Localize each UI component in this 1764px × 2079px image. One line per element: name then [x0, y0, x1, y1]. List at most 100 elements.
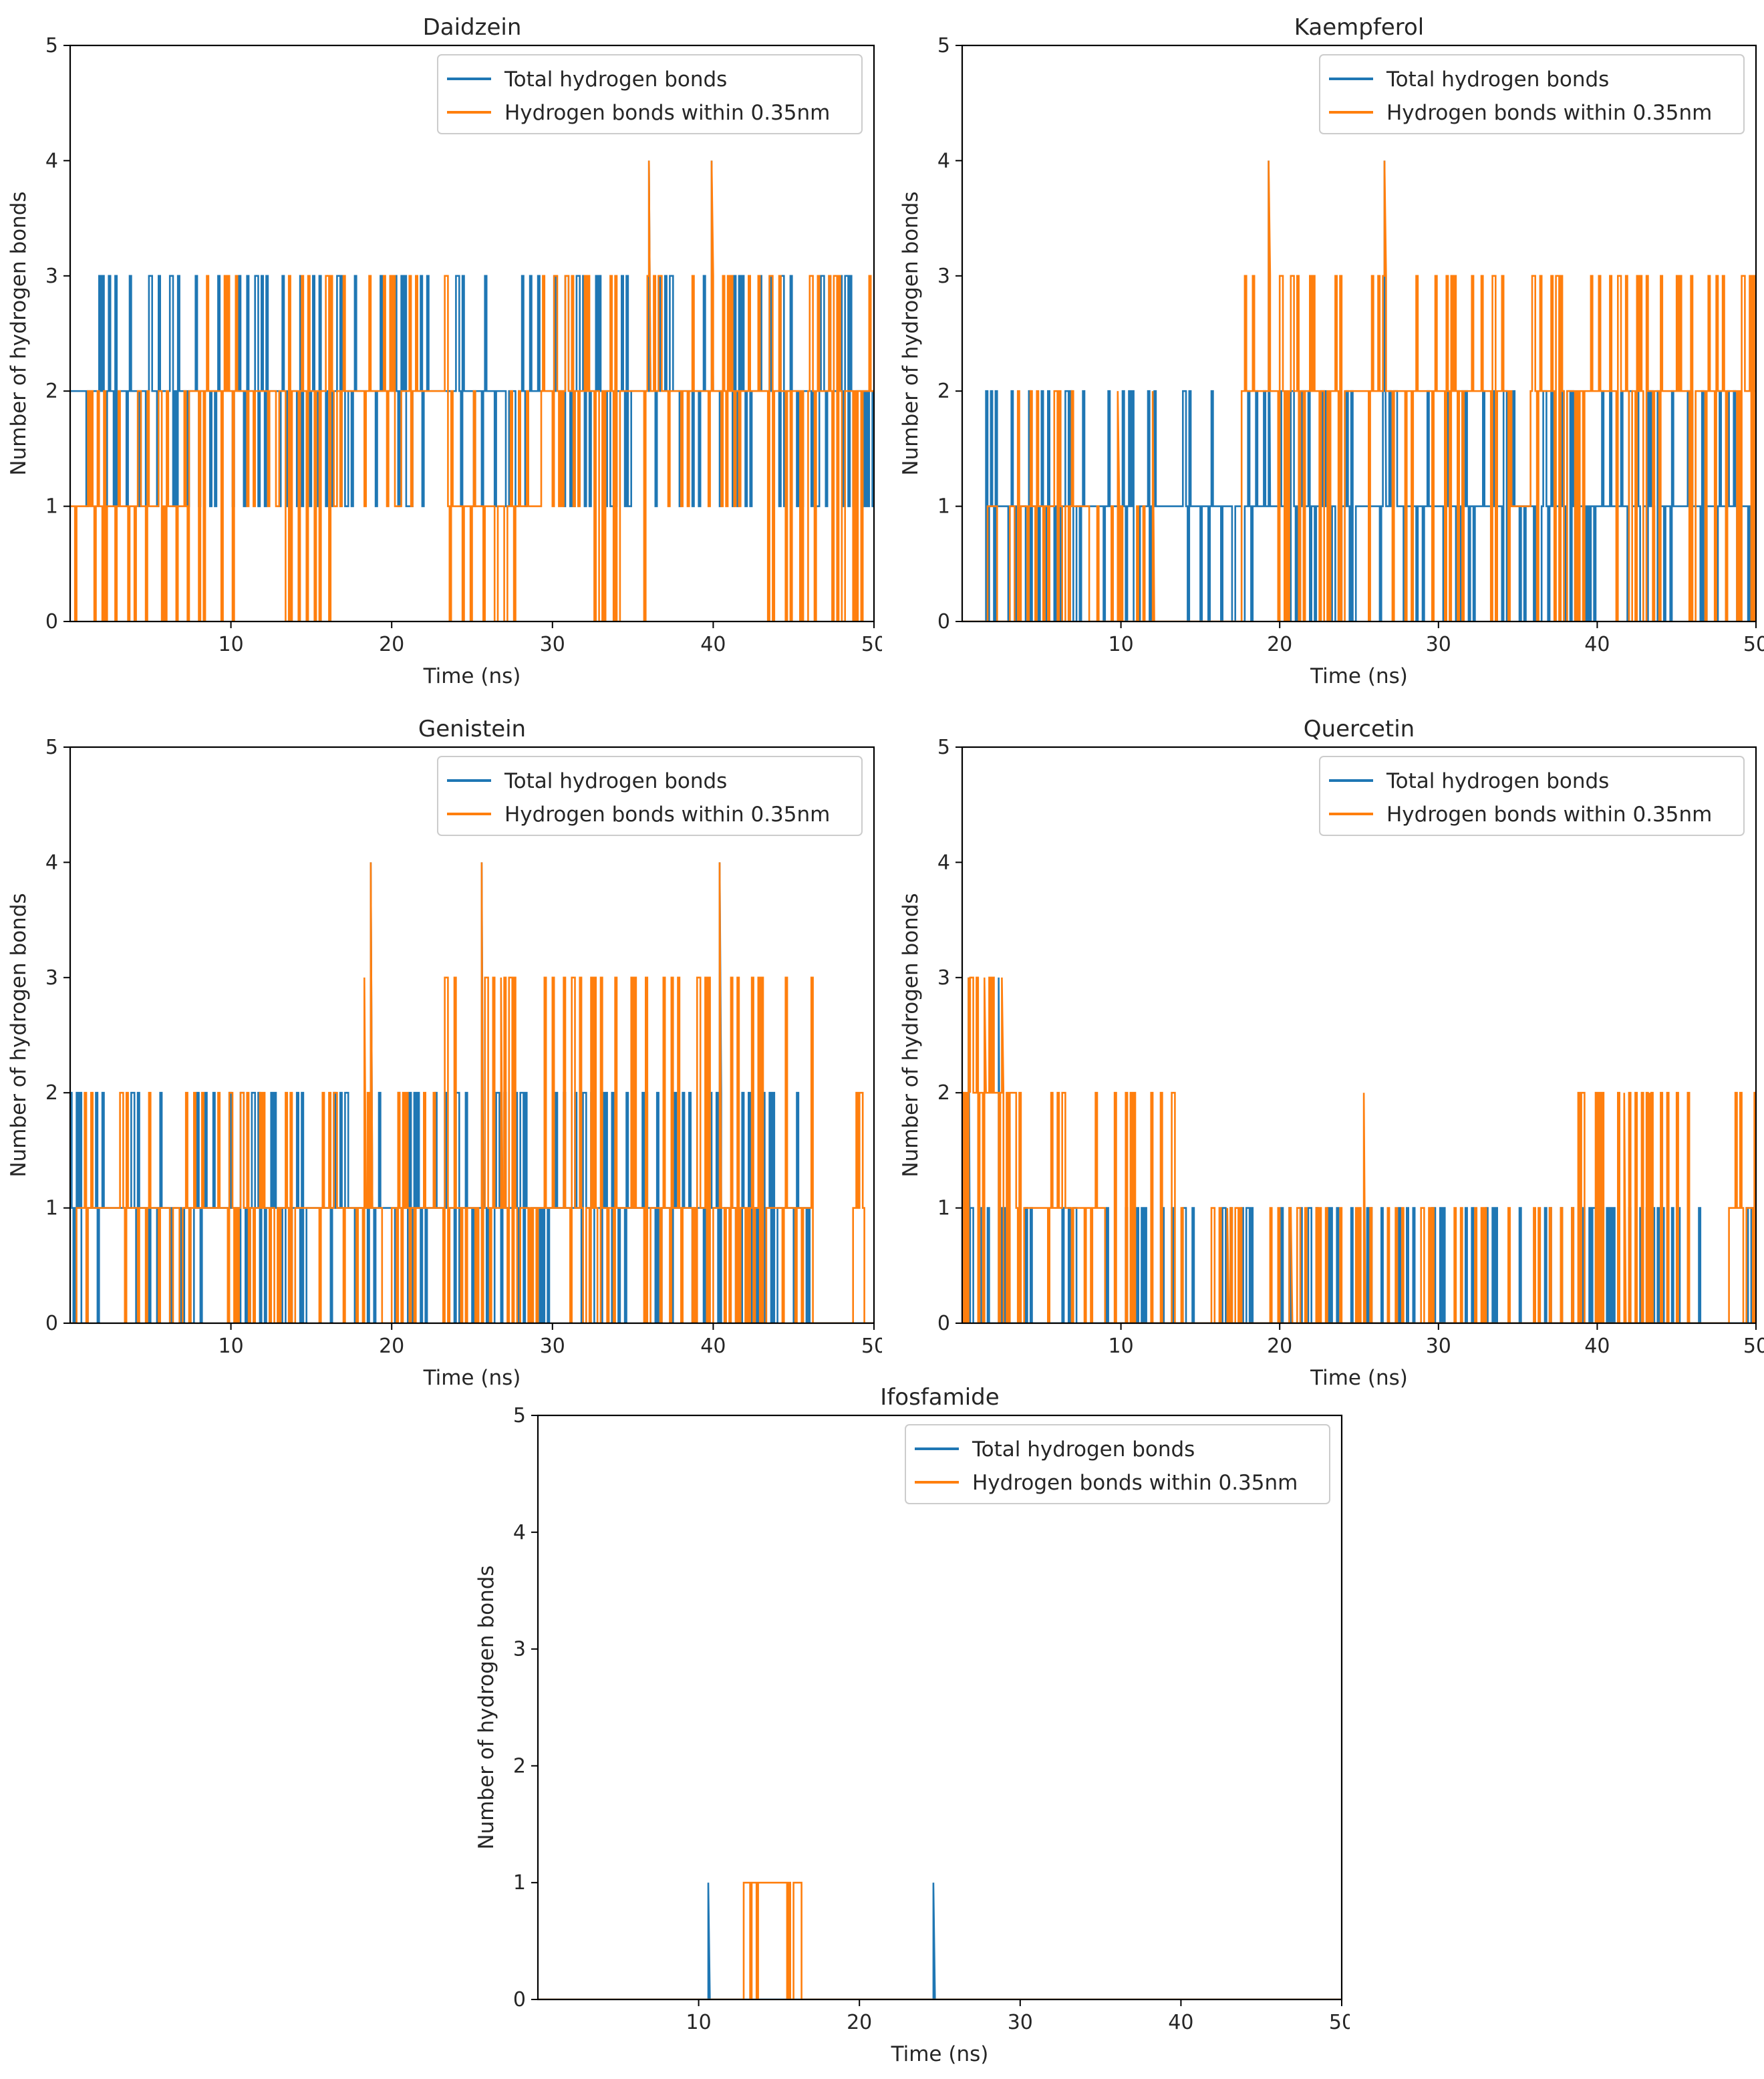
- legend-box: [1319, 756, 1745, 836]
- legend-box: [437, 756, 863, 836]
- x-tick-label: 30: [540, 1335, 565, 1358]
- x-tick-label: 30: [1426, 633, 1451, 656]
- y-tick-label: 1: [937, 495, 950, 519]
- x-tick-label: 40: [1584, 1335, 1610, 1358]
- series-line-total-hydrogen-bonds: [70, 160, 874, 507]
- y-tick-label: 4: [45, 851, 58, 874]
- y-axis-label: Number of hydrogen bonds: [899, 191, 923, 475]
- legend-label: Hydrogen bonds within 0.35nm: [504, 101, 830, 125]
- y-tick-label: 4: [513, 1521, 526, 1544]
- legend-label: Total hydrogen bonds: [504, 67, 727, 92]
- x-axis-label: Time (ns): [423, 664, 521, 688]
- y-tick-label: 3: [45, 966, 58, 990]
- legend-label: Total hydrogen bonds: [1386, 769, 1609, 793]
- legend: Total hydrogen bonds Hydrogen bonds withi…: [905, 1424, 1330, 1504]
- series-line-hydrogen-bonds-within-0-35nm: [962, 976, 1756, 1323]
- chart-genistein: Genistein 10 20 30 40 50 0 1 2 3 4 5 Time (ns) Number…: [7, 716, 887, 1390]
- x-axis-label: Time (ns): [891, 2042, 989, 2066]
- axes-frame: [961, 746, 1757, 1325]
- y-tick-label: 0: [45, 1312, 58, 1335]
- chart-title: Daidzein: [423, 14, 522, 41]
- x-tick-label: 50: [861, 1335, 882, 1358]
- y-tick-label: 3: [45, 265, 58, 288]
- y-axis-label: Number of hydrogen bonds: [7, 893, 31, 1177]
- x-tick-label: 20: [379, 633, 404, 656]
- chart-panel-quercetin: Quercetin 10 20 30 40 50 0 1 2 3 4 5 Time (ns) Number…: [892, 702, 1764, 1400]
- y-tick-label: 2: [937, 1081, 950, 1105]
- x-tick-label: 10: [218, 1335, 244, 1358]
- axes-frame: [961, 44, 1757, 623]
- legend-label: Total hydrogen bonds: [972, 1437, 1195, 1462]
- x-axis-label: Time (ns): [423, 1366, 521, 1390]
- x-tick-label: 30: [1008, 2011, 1033, 2034]
- y-tick-label: 5: [45, 34, 58, 57]
- y-tick-label: 2: [513, 1754, 526, 1778]
- legend-box: [905, 1424, 1330, 1504]
- y-tick-label: 0: [513, 1988, 526, 2012]
- y-tick-label: 0: [45, 610, 58, 634]
- y-tick-label: 5: [937, 34, 950, 57]
- axes-frame: [537, 1414, 1343, 2001]
- legend: Total hydrogen bonds Hydrogen bonds withi…: [437, 756, 863, 836]
- y-tick-label: 4: [45, 149, 58, 172]
- x-axis-label: Time (ns): [1310, 664, 1408, 688]
- series-line-total-hydrogen-bonds: [538, 1883, 1342, 1999]
- series-line-hydrogen-bonds-within-0-35nm: [70, 862, 874, 1323]
- legend-label: Hydrogen bonds within 0.35nm: [972, 1471, 1298, 1495]
- chart-panel-genistein: Genistein 10 20 30 40 50 0 1 2 3 4 5 Time (ns) Number…: [0, 702, 887, 1400]
- y-tick-label: 4: [937, 149, 950, 172]
- y-tick-label: 2: [45, 1081, 58, 1105]
- legend-label: Hydrogen bonds within 0.35nm: [1386, 101, 1712, 125]
- y-tick-label: 3: [937, 966, 950, 990]
- y-tick-label: 5: [45, 736, 58, 759]
- axes-frame: [69, 44, 875, 623]
- series-line-hydrogen-bonds-within-0-35nm: [962, 160, 1756, 621]
- y-tick-label: 1: [45, 1197, 58, 1220]
- y-tick-label: 1: [45, 495, 58, 519]
- x-tick-label: 50: [1743, 633, 1764, 656]
- series-line-hydrogen-bonds-within-0-35nm: [70, 160, 874, 621]
- chart-panel-daidzein: Daidzein 10 20 30 40 50 0 1 2 3 4 5 Time (ns) Number …: [0, 0, 887, 698]
- legend-label: Total hydrogen bonds: [504, 769, 727, 793]
- x-tick-label: 20: [1267, 633, 1292, 656]
- x-tick-label: 10: [1109, 1335, 1134, 1358]
- series-line-hydrogen-bonds-within-0-35nm: [538, 1881, 1342, 1999]
- legend: Total hydrogen bonds Hydrogen bonds withi…: [1319, 756, 1745, 836]
- x-tick-label: 50: [1743, 1335, 1764, 1358]
- chart-quercetin: Quercetin 10 20 30 40 50 0 1 2 3 4 5 Time (ns) Number…: [899, 716, 1764, 1390]
- x-tick-label: 50: [1329, 2011, 1350, 2034]
- y-axis-label: Number of hydrogen bonds: [899, 893, 923, 1177]
- y-tick-label: 2: [45, 380, 58, 403]
- axes-frame: [69, 746, 875, 1325]
- y-axis-label: Number of hydrogen bonds: [474, 1565, 498, 1849]
- legend: Total hydrogen bonds Hydrogen bonds withi…: [437, 54, 863, 134]
- x-tick-label: 40: [1584, 633, 1610, 656]
- y-tick-label: 1: [513, 1871, 526, 1895]
- chart-panel-kaempferol: Kaempferol 10 20 30 40 50 0 1 2 3 4 5 Time (ns) Numbe…: [892, 0, 1764, 698]
- chart-ifosfamide: Ifosfamide 10 20 30 40 50 0 1 2 3 4 5 Time (ns) Numbe…: [474, 1384, 1354, 2066]
- legend-label: Hydrogen bonds within 0.35nm: [1386, 803, 1712, 827]
- y-tick-label: 1: [937, 1197, 950, 1220]
- legend-box: [437, 54, 863, 134]
- chart-panel-ifosfamide: Ifosfamide 10 20 30 40 50 0 1 2 3 4 5 Time (ns) Numbe…: [468, 1370, 1354, 2076]
- chart-title: Kaempferol: [1294, 14, 1425, 41]
- y-axis-label: Number of hydrogen bonds: [7, 191, 31, 475]
- x-tick-label: 10: [218, 633, 244, 656]
- chart-title: Ifosfamide: [880, 1384, 999, 1411]
- x-tick-label: 50: [861, 633, 882, 656]
- y-tick-label: 3: [937, 265, 950, 288]
- x-tick-label: 30: [1426, 1335, 1451, 1358]
- x-tick-label: 40: [1168, 2011, 1193, 2034]
- chart-kaempferol: Kaempferol 10 20 30 40 50 0 1 2 3 4 5 Time (ns) Numbe…: [899, 14, 1764, 688]
- chart-title: Genistein: [418, 716, 526, 742]
- x-tick-label: 10: [686, 2011, 712, 2034]
- y-tick-label: 2: [937, 380, 950, 403]
- chart-daidzein: Daidzein 10 20 30 40 50 0 1 2 3 4 5 Time (ns) Number …: [7, 14, 887, 688]
- y-tick-label: 5: [937, 736, 950, 759]
- legend-label: Hydrogen bonds within 0.35nm: [504, 803, 830, 827]
- x-tick-label: 20: [379, 1335, 404, 1358]
- legend: Total hydrogen bonds Hydrogen bonds withi…: [1319, 54, 1745, 134]
- legend-label: Total hydrogen bonds: [1386, 67, 1609, 92]
- x-tick-label: 20: [847, 2011, 872, 2034]
